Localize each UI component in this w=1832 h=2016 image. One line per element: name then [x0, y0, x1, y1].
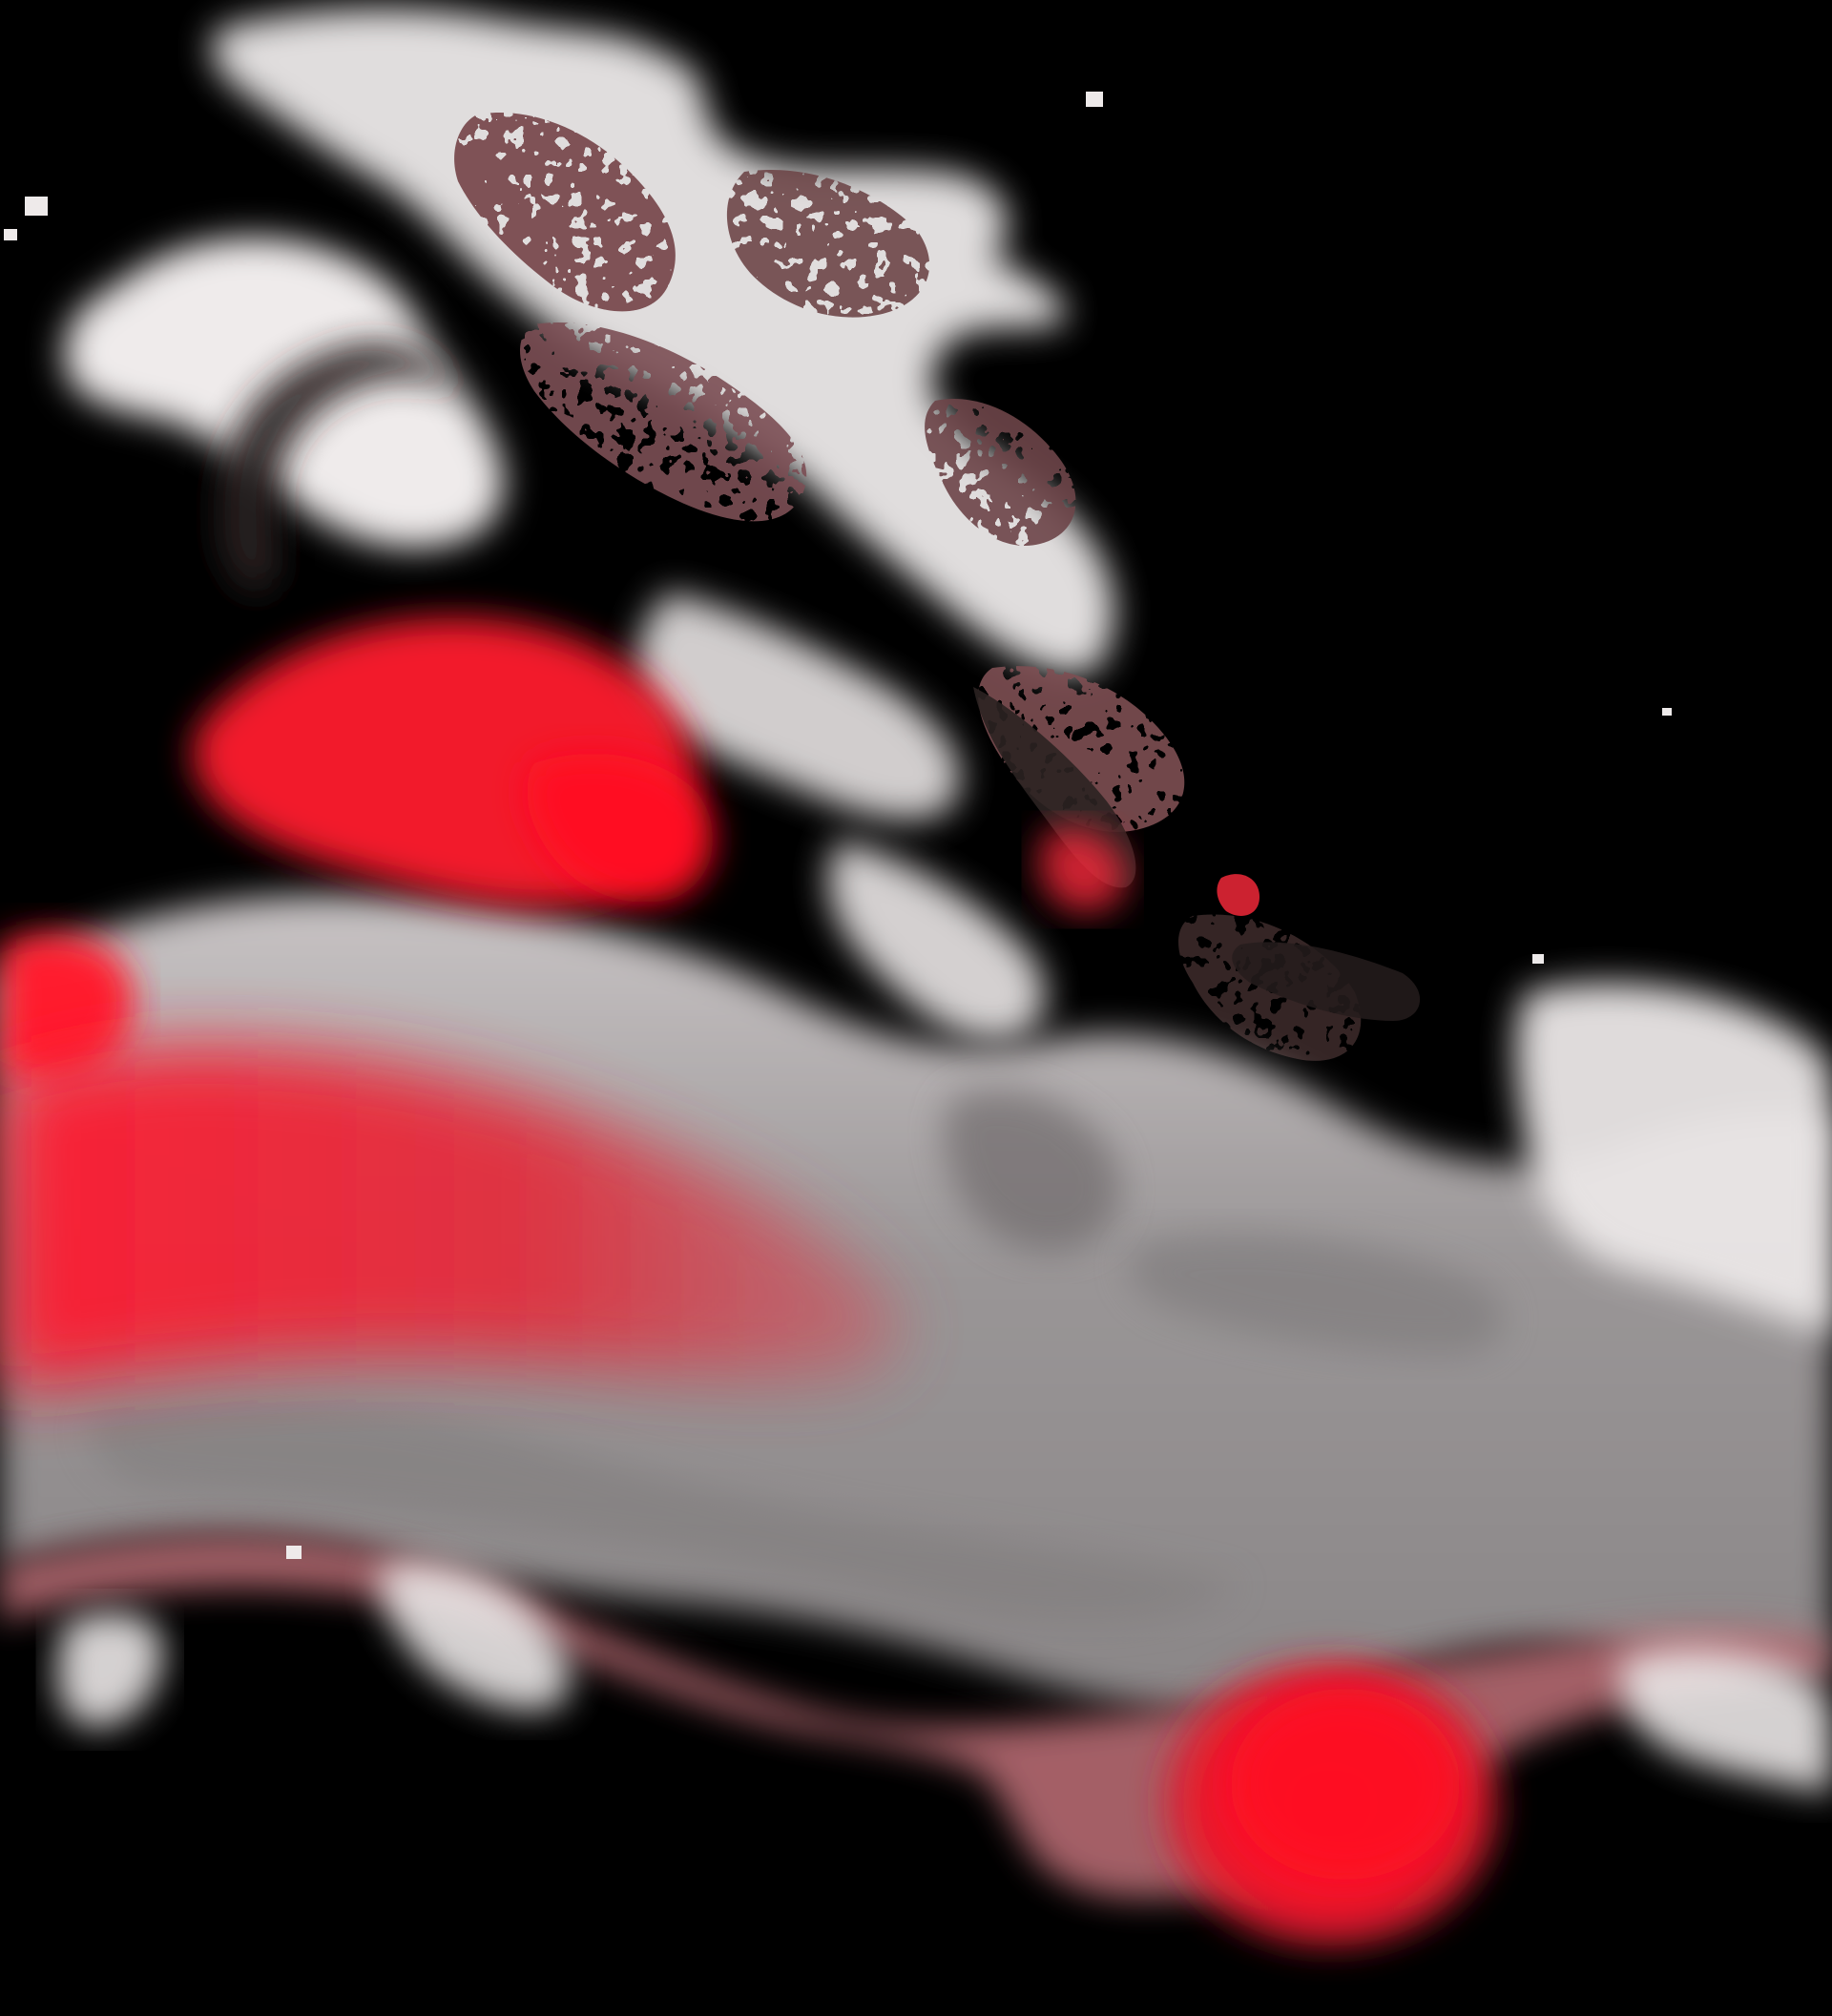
upper-light-smoke	[64, 9, 1115, 1042]
red-ink-sphere	[1164, 1660, 1498, 1946]
white-specks	[4, 92, 1672, 1559]
lower-white-fringes	[57, 1562, 1832, 1794]
red-ink-clouds	[0, 617, 1260, 1393]
